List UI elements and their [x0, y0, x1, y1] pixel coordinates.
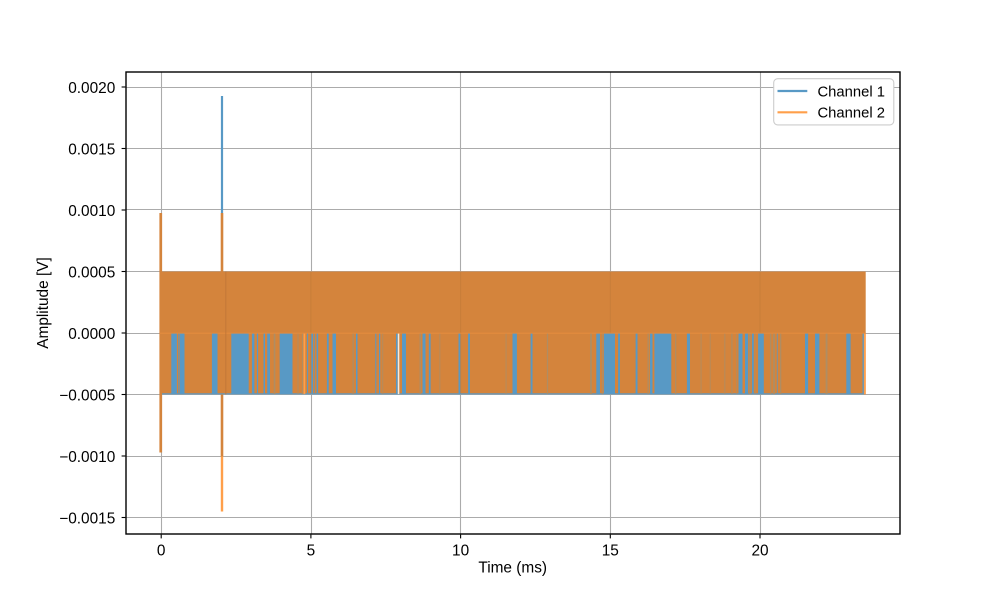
svg-text:−0.0005: −0.0005	[59, 388, 115, 405]
svg-text:15: 15	[602, 542, 619, 559]
svg-text:Time (ms): Time (ms)	[478, 560, 547, 577]
svg-text:0: 0	[157, 542, 166, 559]
svg-text:0.0000: 0.0000	[68, 326, 115, 343]
svg-text:Channel 1: Channel 1	[818, 84, 885, 100]
svg-text:−0.0010: −0.0010	[59, 449, 115, 466]
svg-text:Amplitude [V]: Amplitude [V]	[35, 257, 52, 349]
svg-text:0.0015: 0.0015	[68, 142, 115, 159]
svg-text:−0.0015: −0.0015	[59, 511, 115, 528]
svg-text:5: 5	[307, 542, 316, 559]
svg-text:Channel 2: Channel 2	[818, 106, 885, 122]
svg-text:0.0010: 0.0010	[68, 203, 115, 220]
svg-text:0.0020: 0.0020	[68, 80, 115, 97]
svg-text:0.0005: 0.0005	[68, 265, 115, 282]
svg-text:20: 20	[751, 542, 768, 559]
svg-text:10: 10	[452, 542, 469, 559]
